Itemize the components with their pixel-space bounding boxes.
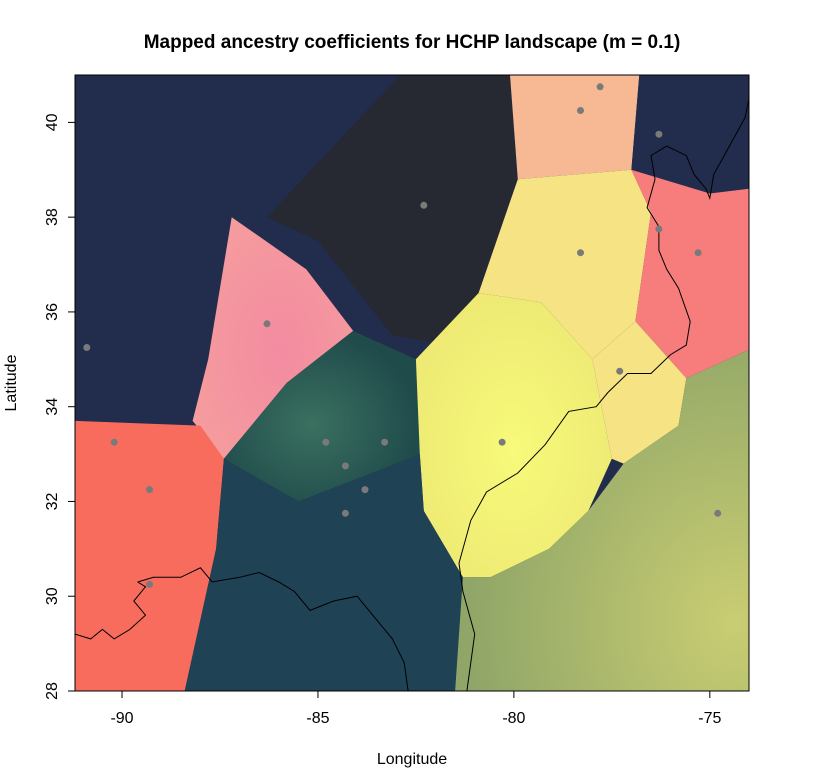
sample-point-11: [498, 438, 506, 446]
x-axis-label: Longitude: [377, 751, 447, 768]
region-coral-6: [631, 169, 749, 379]
sample-point-0: [83, 344, 91, 351]
sample-point-4: [263, 320, 271, 328]
region-yellow-9: [592, 321, 687, 464]
sample-point-18: [616, 367, 624, 375]
region-teal-7: [223, 330, 420, 502]
coastline-segment-1: [75, 581, 147, 640]
sample-point-2: [146, 486, 153, 494]
x-tick-label: -80: [502, 710, 525, 727]
sample-point-8: [341, 509, 349, 517]
sample-point-14: [577, 249, 584, 257]
plot-frame: [74, 74, 750, 692]
region-salmon-pink-4: [192, 217, 354, 459]
sample-point-17: [694, 249, 702, 257]
x-tick-label: -85: [306, 710, 329, 727]
sample-point-12: [577, 107, 584, 114]
y-tick-label: 40: [44, 113, 61, 131]
coastline: [75, 98, 749, 691]
sample-point-10: [420, 201, 428, 209]
chart-title: Mapped ancestry coefficients for HCHP la…: [144, 32, 681, 53]
x-axis: -90 -85 -80 -75: [110, 691, 721, 727]
y-axis: 28 30 32 34 36 38 40: [44, 113, 75, 700]
ancestry-regions: [75, 75, 749, 691]
region-yellow-5: [478, 169, 651, 360]
sample-point-13: [596, 83, 604, 91]
region-olive-12: [455, 349, 749, 691]
sample-point-19: [714, 509, 722, 517]
y-tick-label: 36: [44, 303, 61, 321]
y-tick-label: 34: [44, 398, 61, 416]
y-tick-label: 28: [44, 682, 61, 700]
region-peach-2: [510, 75, 640, 180]
sample-point-7: [361, 486, 369, 494]
sample-point-3: [146, 580, 153, 588]
region-bright-yellow-8: [415, 293, 612, 578]
sample-points: [83, 83, 722, 588]
y-tick-label: 38: [44, 208, 61, 226]
region-tomato-10: [75, 420, 224, 691]
coastline-segment-2: [458, 98, 749, 691]
sample-point-15: [655, 130, 663, 138]
y-tick-label: 30: [44, 587, 61, 605]
sample-point-16: [655, 225, 663, 233]
sample-point-6: [341, 462, 349, 470]
sample-point-5: [322, 438, 330, 446]
y-tick-label: 32: [44, 492, 61, 510]
y-axis-label: Latitude: [3, 354, 20, 411]
coastline-segment-0: [137, 567, 409, 691]
x-tick-label: -90: [110, 710, 133, 727]
region-charcoal-1: [267, 75, 518, 346]
sample-point-9: [381, 438, 389, 446]
plot-area: [75, 75, 749, 691]
sample-point-1: [110, 438, 118, 446]
x-tick-label: -75: [698, 710, 721, 727]
region-slate-teal-11: [184, 454, 463, 691]
